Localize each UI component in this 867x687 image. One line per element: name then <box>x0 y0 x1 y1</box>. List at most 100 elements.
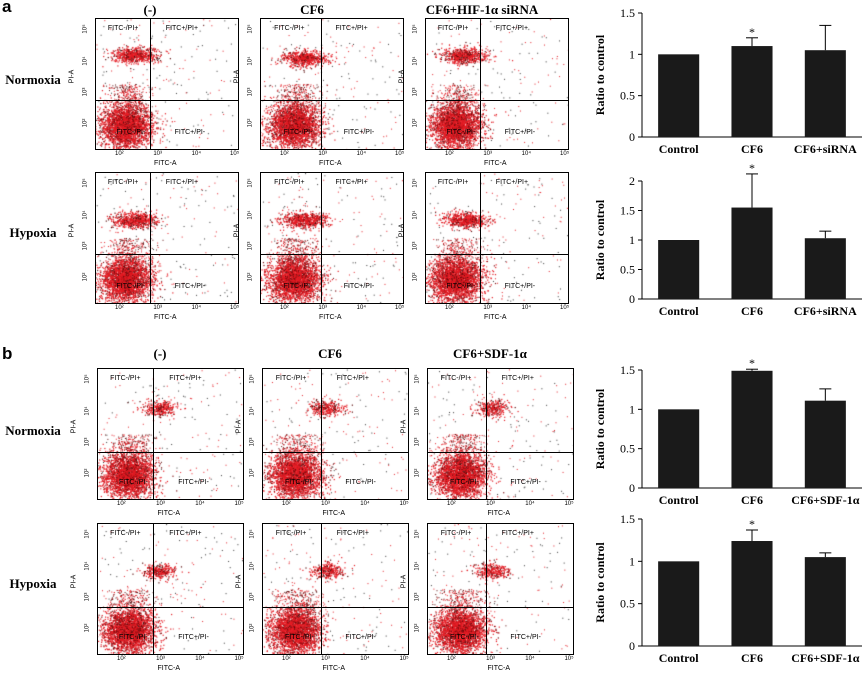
y-tick-label: 0 <box>629 639 635 653</box>
bar <box>731 541 773 646</box>
x-tick-label: 10² <box>445 151 454 157</box>
y-tick-label: 10⁴ <box>412 209 419 220</box>
quadrant-label-ul: FITC-/PI+ <box>107 25 139 32</box>
gate-line-vertical <box>153 369 155 499</box>
y-tick-label: 0.5 <box>620 89 635 103</box>
flow-plot: FITC-/PI+ FITC+/PI+ FITC-/PI- FITC+/PI- <box>260 172 404 304</box>
x-tick-label: 10² <box>117 501 126 507</box>
x-axis-title: FITC-A <box>487 510 511 517</box>
gate-line-horizontal <box>428 452 573 454</box>
x-axis-title: FITC-A <box>154 314 177 321</box>
x-tick-label: 10⁵ <box>399 501 409 507</box>
y-tick-label: 10² <box>249 468 256 478</box>
x-tick-label: 10⁴ <box>360 501 370 507</box>
x-axis-title: FITC-A <box>319 314 342 321</box>
y-tick-label: 10⁴ <box>414 560 421 571</box>
flow-plot: FITC-/PI+ FITC+/PI+ FITC-/PI- FITC+/PI- <box>427 523 574 655</box>
row-label-hypoxia-b: Hypoxia <box>9 576 57 591</box>
x-tick-label: 10³ <box>153 305 162 311</box>
x-axis-title: FITC-A <box>322 510 346 517</box>
quadrant-label-lr: FITC+/PI- <box>343 129 375 137</box>
y-tick-label: 10² <box>414 468 421 478</box>
x-axis-title: FITC-A <box>154 160 177 167</box>
x-tick-label: 10⁵ <box>399 656 409 662</box>
y-tick-label: 10² <box>412 272 419 282</box>
gate-line-horizontal <box>261 99 403 101</box>
gate-line-vertical <box>321 524 322 654</box>
x-axis-title: FITC-A <box>322 665 346 672</box>
y-axis-title: PI-A <box>400 574 408 588</box>
y-tick-label: 1.5 <box>620 363 635 377</box>
quadrant-label-ul: FITC-/PI+ <box>440 375 472 382</box>
quadrant-label-ur: FITC+/PI+ <box>495 25 529 32</box>
quadrant-label-ul: FITC-/PI+ <box>275 530 307 537</box>
x-tick-label: 10³ <box>318 151 327 157</box>
gate-line-vertical <box>479 19 481 149</box>
quadrant-label-lr: FITC+/PI- <box>178 634 209 642</box>
quadrant-label-ul: FITC-/PI+ <box>274 179 305 186</box>
gate-line-horizontal <box>428 607 573 609</box>
y-tick-label: 10⁵ <box>414 529 421 539</box>
y-tick-label: 10⁴ <box>247 209 254 220</box>
flow-scatter-dots <box>426 19 568 149</box>
category-label: Control <box>659 651 699 665</box>
y-tick-label: 1 <box>629 554 635 568</box>
flow-scatter-dots <box>98 369 243 499</box>
y-tick-label: 10⁵ <box>414 374 421 384</box>
significance-mark: * <box>749 161 755 175</box>
y-tick-label: 10³ <box>82 87 89 97</box>
y-axis-label: Ratio to control <box>593 388 607 469</box>
gate-line-horizontal <box>426 253 568 255</box>
significance-mark: * <box>749 356 755 370</box>
x-tick-label: 10³ <box>153 151 162 157</box>
y-tick-label: 10⁴ <box>412 55 419 66</box>
y-tick-label: 10³ <box>414 592 421 602</box>
x-axis-title: FITC-A <box>487 665 511 672</box>
x-tick-label: 10³ <box>486 656 495 662</box>
flow-plot: FITC-/PI+ FITC+/PI+ FITC-/PI- FITC+/PI- <box>262 368 409 500</box>
flow-plot: FITC-/PI+ FITC+/PI+ FITC-/PI- FITC+/PI- <box>95 172 239 304</box>
quadrant-label-ll: FITC-/PI- <box>450 479 479 487</box>
quadrant-label-lr: FITC+/PI- <box>343 283 375 291</box>
x-tick-label: 10² <box>282 501 291 507</box>
row-label-hypoxia-a: Hypoxia <box>9 225 57 240</box>
x-tick-label: 10⁵ <box>395 305 405 311</box>
y-tick-label: 1 <box>629 402 635 416</box>
x-tick-label: 10⁵ <box>230 305 240 311</box>
x-tick-label: 10² <box>447 656 456 662</box>
x-tick-label: 10⁵ <box>230 151 240 157</box>
y-axis-title: PI-A <box>235 419 243 433</box>
quadrant-label-lr: FITC+/PI- <box>345 479 376 487</box>
category-label: CF6 <box>741 493 763 507</box>
y-tick-label: 10⁴ <box>84 560 91 571</box>
bar <box>658 240 700 299</box>
y-tick-label: 0.5 <box>620 263 635 277</box>
gate-line-vertical <box>479 173 481 303</box>
category-label: Control <box>659 493 699 507</box>
y-tick-label: 10⁴ <box>82 55 89 66</box>
x-tick-label: 10² <box>115 151 124 157</box>
y-tick-label: 10³ <box>247 241 254 251</box>
row-label-normoxia-a: Normoxia <box>5 72 61 87</box>
y-tick-label: 10² <box>82 272 89 282</box>
gate-line-horizontal <box>263 452 408 454</box>
quadrant-label-lr: FITC+/PI- <box>345 634 376 642</box>
quadrant-label-ur: FITC+/PI+ <box>335 25 368 32</box>
y-tick-label: 10³ <box>82 241 89 251</box>
flow-plot: FITC-/PI+ FITC+/PI+ FITC-/PI- FITC+/PI- <box>262 523 409 655</box>
y-tick-label: 10³ <box>412 87 419 97</box>
y-tick-label: 0.5 <box>620 442 635 456</box>
quadrant-label-ul: FITC-/PI+ <box>107 179 139 186</box>
quadrant-label-ll: FITC-/PI- <box>285 634 314 642</box>
y-tick-label: 10² <box>414 623 421 633</box>
gate-line-horizontal <box>98 452 243 454</box>
gate-line-vertical <box>486 524 487 654</box>
col-title-cf6: CF6 <box>300 2 324 17</box>
y-axis-title: PI-A <box>68 69 76 83</box>
bar <box>804 238 846 299</box>
x-tick-label: 10² <box>115 305 124 311</box>
category-label: CF6 <box>741 142 763 156</box>
quadrant-label-lr: FITC+/PI- <box>510 634 541 642</box>
panel-b-letter: b <box>2 344 13 363</box>
